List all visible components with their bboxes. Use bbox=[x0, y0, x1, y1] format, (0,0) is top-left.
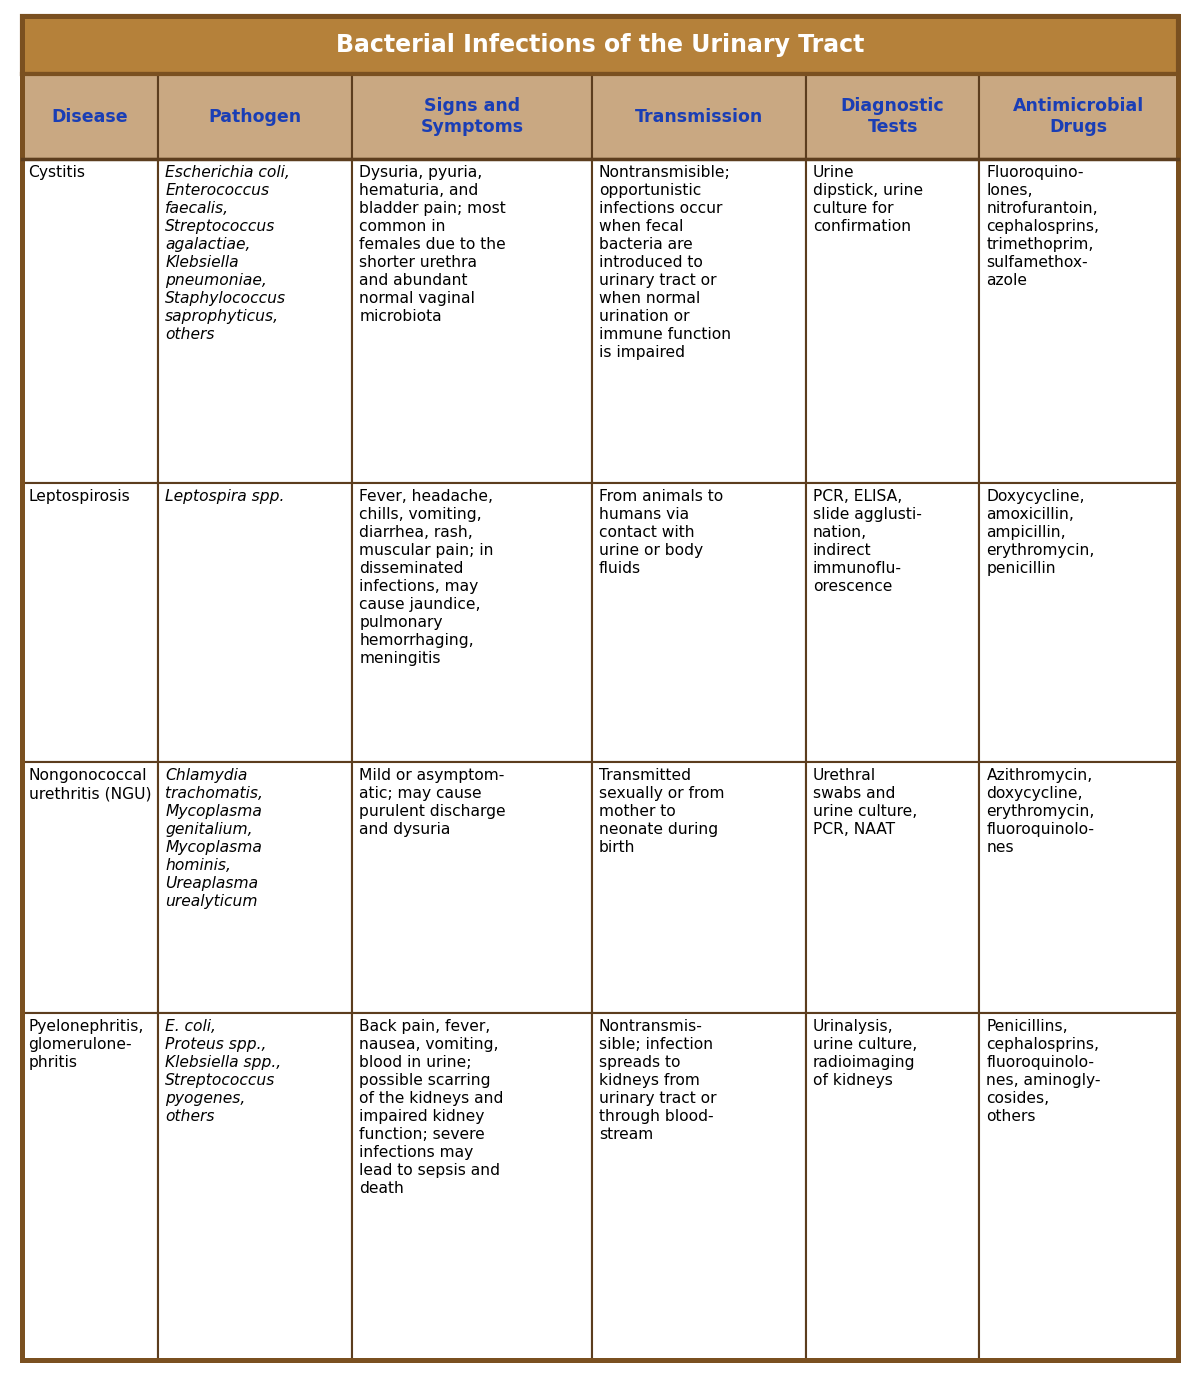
Bar bbox=[22, 159, 158, 482]
Bar bbox=[22, 1013, 158, 1360]
Bar bbox=[806, 763, 979, 1013]
Text: Dysuria, pyuria,
hematuria, and
bladder pain; most
common in
females due to the
: Dysuria, pyuria, hematuria, and bladder … bbox=[360, 165, 506, 324]
Text: Pyelonephritis,
glomerulone-
phritis: Pyelonephritis, glomerulone- phritis bbox=[29, 1018, 144, 1069]
Bar bbox=[592, 763, 806, 1013]
Text: From animals to
humans via
contact with
urine or body
fluids: From animals to humans via contact with … bbox=[599, 489, 724, 576]
Bar bbox=[22, 16, 1178, 74]
Text: Doxycycline,
amoxicillin,
ampicillin,
erythromycin,
penicillin: Doxycycline, amoxicillin, ampicillin, er… bbox=[986, 489, 1094, 576]
Bar bbox=[158, 482, 353, 763]
Text: Leptospira spp.: Leptospira spp. bbox=[166, 489, 284, 504]
Bar bbox=[353, 1013, 592, 1360]
Text: Urinalysis,
urine culture,
radioimaging
of kidneys: Urinalysis, urine culture, radioimaging … bbox=[812, 1018, 917, 1088]
Bar bbox=[158, 74, 353, 159]
Text: Transmitted
sexually or from
mother to
neonate during
birth: Transmitted sexually or from mother to n… bbox=[599, 768, 725, 856]
Bar bbox=[353, 74, 592, 159]
Bar bbox=[592, 1013, 806, 1360]
Text: Disease: Disease bbox=[52, 107, 128, 126]
Bar bbox=[592, 74, 806, 159]
Text: Bacterial Infections of the Urinary Tract: Bacterial Infections of the Urinary Trac… bbox=[336, 33, 864, 58]
Bar bbox=[979, 763, 1178, 1013]
Bar bbox=[979, 74, 1178, 159]
Bar bbox=[979, 482, 1178, 763]
Bar bbox=[158, 763, 353, 1013]
Text: Antimicrobial
Drugs: Antimicrobial Drugs bbox=[1013, 98, 1145, 136]
Bar bbox=[806, 482, 979, 763]
Text: Nongonococcal
urethritis (NGU): Nongonococcal urethritis (NGU) bbox=[29, 768, 151, 801]
Bar bbox=[158, 1013, 353, 1360]
Text: E. coli,
Proteus spp.,
Klebsiella spp.,
Streptococcus
pyogenes,
others: E. coli, Proteus spp., Klebsiella spp., … bbox=[166, 1018, 281, 1124]
Bar bbox=[592, 482, 806, 763]
Bar bbox=[158, 159, 353, 482]
Bar bbox=[806, 74, 979, 159]
Text: Urine
dipstick, urine
culture for
confirmation: Urine dipstick, urine culture for confir… bbox=[812, 165, 923, 235]
Text: Diagnostic
Tests: Diagnostic Tests bbox=[841, 98, 944, 136]
Bar bbox=[592, 159, 806, 482]
Bar bbox=[353, 482, 592, 763]
Bar bbox=[22, 74, 158, 159]
Text: Pathogen: Pathogen bbox=[209, 107, 302, 126]
Bar bbox=[22, 763, 158, 1013]
Text: PCR, ELISA,
slide agglusti-
nation,
indirect
immunoflu-
orescence: PCR, ELISA, slide agglusti- nation, indi… bbox=[812, 489, 922, 594]
Bar bbox=[979, 159, 1178, 482]
Text: Mild or asymptom-
atic; may cause
purulent discharge
and dysuria: Mild or asymptom- atic; may cause purule… bbox=[360, 768, 506, 837]
Text: Nontransmisible;
opportunistic
infections occur
when fecal
bacteria are
introduc: Nontransmisible; opportunistic infection… bbox=[599, 165, 731, 360]
Bar bbox=[353, 763, 592, 1013]
Text: Transmission: Transmission bbox=[635, 107, 763, 126]
Bar bbox=[806, 1013, 979, 1360]
Bar bbox=[22, 482, 158, 763]
Text: Nontransmis-
sible; infection
spreads to
kidneys from
urinary tract or
through b: Nontransmis- sible; infection spreads to… bbox=[599, 1018, 716, 1142]
Text: Escherichia coli,
Enterococcus
faecalis,
Streptococcus
agalactiae,
Klebsiella
pn: Escherichia coli, Enterococcus faecalis,… bbox=[166, 165, 290, 342]
Text: Back pain, fever,
nausea, vomiting,
blood in urine;
possible scarring
of the kid: Back pain, fever, nausea, vomiting, bloo… bbox=[360, 1018, 504, 1195]
Text: Azithromycin,
doxycycline,
erythromycin,
fluoroquinolo-
nes: Azithromycin, doxycycline, erythromycin,… bbox=[986, 768, 1094, 856]
Text: Penicillins,
cephalosprins,
fluoroquinolo-
nes, aminogly-
cosides,
others: Penicillins, cephalosprins, fluoroquinol… bbox=[986, 1018, 1100, 1124]
Text: Fluoroquino-
lones,
nitrofurantoin,
cephalosprins,
trimethoprim,
sulfamethox-
az: Fluoroquino- lones, nitrofurantoin, ceph… bbox=[986, 165, 1099, 289]
Bar bbox=[353, 159, 592, 482]
Text: Fever, headache,
chills, vomiting,
diarrhea, rash,
muscular pain; in
disseminate: Fever, headache, chills, vomiting, diarr… bbox=[360, 489, 494, 665]
Text: Signs and
Symptoms: Signs and Symptoms bbox=[421, 98, 523, 136]
Bar bbox=[979, 1013, 1178, 1360]
Text: Chlamydia
trachomatis,
Mycoplasma
genitalium,
Mycoplasma
hominis,
Ureaplasma
ure: Chlamydia trachomatis, Mycoplasma genita… bbox=[166, 768, 263, 910]
Text: Cystitis: Cystitis bbox=[29, 165, 85, 180]
Text: Leptospirosis: Leptospirosis bbox=[29, 489, 131, 504]
Bar bbox=[806, 159, 979, 482]
Text: Urethral
swabs and
urine culture,
PCR, NAAT: Urethral swabs and urine culture, PCR, N… bbox=[812, 768, 917, 837]
